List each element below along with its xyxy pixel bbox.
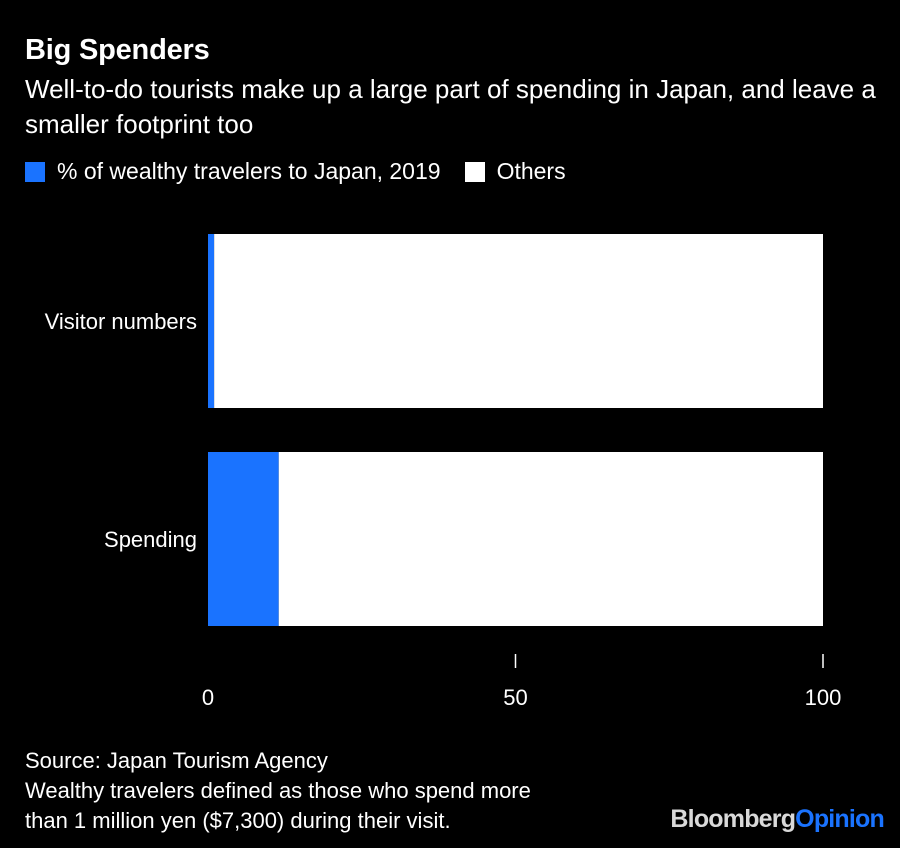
brand-logo: BloombergOpinion (670, 805, 884, 834)
legend-swatch-others (464, 161, 485, 182)
legend-swatch-wealthy (25, 161, 45, 182)
brand-logo-part1: Bloomberg (670, 805, 796, 833)
chart-title: Big Spenders (25, 34, 210, 66)
legend-label-wealthy: % of wealthy travelers to Japan, 2019 (57, 158, 441, 184)
x-tick-label: 50 (503, 685, 527, 710)
legend-item-wealthy: % of wealthy travelers to Japan, 2019 (25, 158, 441, 185)
x-tick-label: 100 (805, 685, 842, 710)
chart-subtitle: Well-to-do tourists make up a large part… (25, 74, 876, 139)
x-tick-label: 0 (202, 685, 214, 710)
legend-label-others: Others (496, 158, 566, 184)
bar-wealthy-spending (208, 452, 279, 626)
legend: % of wealthy travelers to Japan, 2019 Ot… (25, 158, 590, 185)
source-note: Source: Japan Tourism Agency (25, 748, 328, 773)
legend-item-others: Others (464, 158, 566, 185)
definition-note-line1: Wealthy travelers defined as those who s… (25, 778, 531, 803)
category-label: Visitor numbers (45, 309, 197, 334)
bar-wealthy-visitor-numbers (208, 234, 215, 408)
category-label: Spending (104, 527, 197, 552)
bar-others-visitor-numbers (214, 234, 823, 408)
bar-chart: Visitor numbers Spending 0 50 100 (45, 234, 842, 710)
bar-others-spending (278, 452, 824, 626)
footer: Source: Japan Tourism Agency Wealthy tra… (25, 746, 531, 836)
brand-logo-part2: Opinion (795, 805, 885, 833)
definition-note-line2: than 1 million yen ($7,300) during their… (25, 808, 451, 833)
